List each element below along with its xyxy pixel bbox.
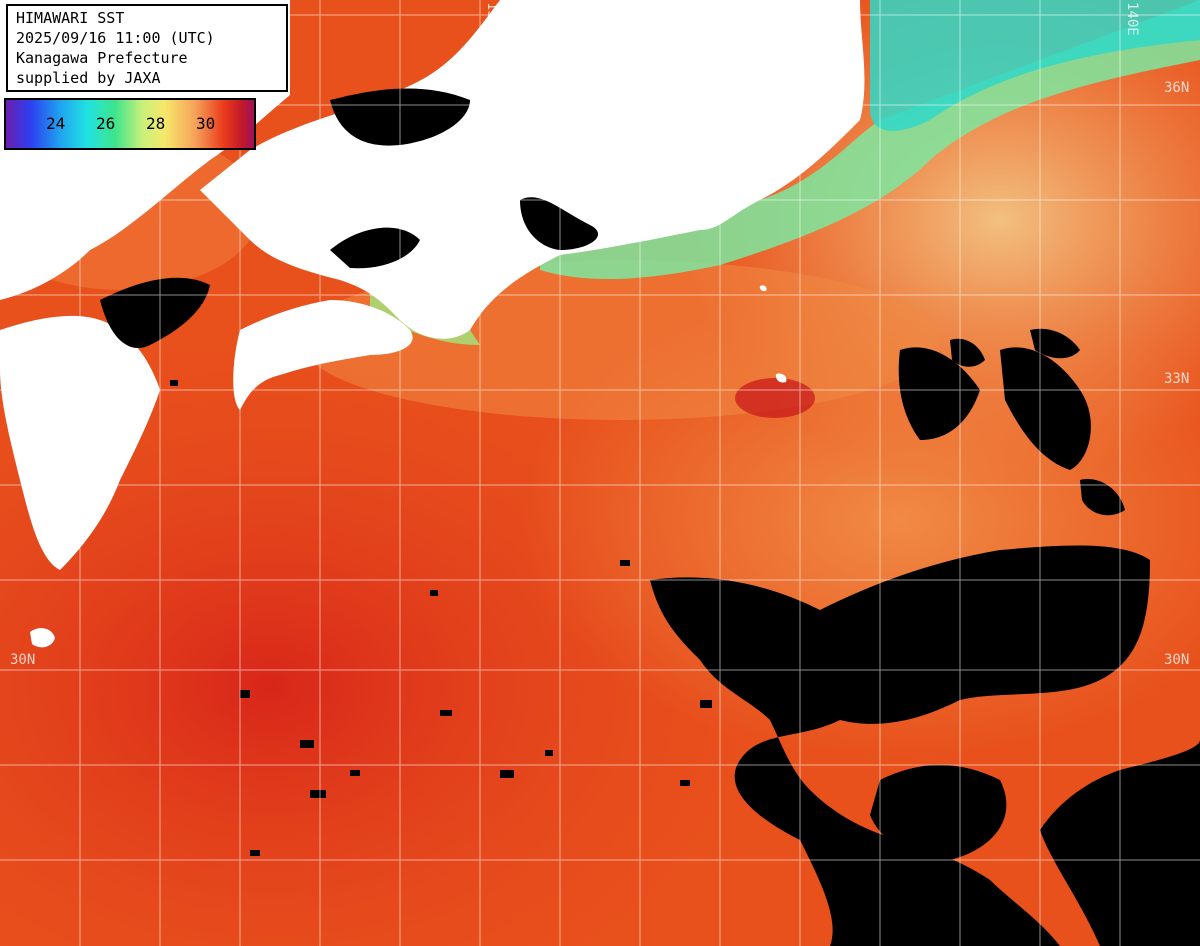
coastal-cyan-water (870, 0, 1200, 131)
cloud-mask-east-bands-4 (950, 338, 985, 367)
cloud-mask-bottom-edge (1140, 872, 1200, 946)
cloud-mask-south-east (650, 545, 1200, 946)
cloud-mask-mid-east (1080, 479, 1125, 516)
cloud-mask-east-bands-2 (1000, 347, 1091, 470)
lat-label-30n: 30N (1164, 652, 1190, 668)
lon-label-135e: 135E (484, 2, 500, 36)
legend-tick-26: 26 (96, 114, 116, 133)
cloud-speckles (170, 380, 712, 856)
lat-label-30n-west: 30N (10, 652, 36, 668)
lat-label-33n: 33N (1164, 371, 1190, 387)
color-legend: 24 26 28 30 (4, 98, 256, 150)
legend-tick-30: 30 (196, 114, 216, 133)
island-small-2 (775, 373, 787, 383)
island-small-1 (30, 628, 55, 648)
map-region: Kanagawa Prefecture (16, 49, 188, 67)
info-box: HIMAWARI SST 2025/09/16 11:00 (UTC) Kana… (6, 4, 288, 92)
map-credit: supplied by JAXA (16, 69, 161, 87)
shikoku-land (233, 300, 413, 410)
lat-label-33n-west: 33N (10, 371, 36, 387)
lon-label-140e: 140E (1124, 2, 1140, 36)
legend-tick-24: 24 (46, 114, 66, 133)
map-title: HIMAWARI SST (16, 9, 125, 27)
inland-dark-3 (520, 197, 599, 250)
legend-gradient-bar (6, 100, 254, 148)
lat-label-36n: 36N (1164, 80, 1190, 96)
cloud-mask-lower-right (870, 765, 1007, 861)
legend-tick-28: 28 (146, 114, 166, 133)
cloud-mask-east-bands-3 (1030, 328, 1080, 359)
hot-spot (735, 378, 815, 418)
map-datetime: 2025/09/16 11:00 (UTC) (16, 29, 215, 47)
inland-dark-4 (330, 227, 420, 269)
island-small-3 (759, 285, 767, 292)
